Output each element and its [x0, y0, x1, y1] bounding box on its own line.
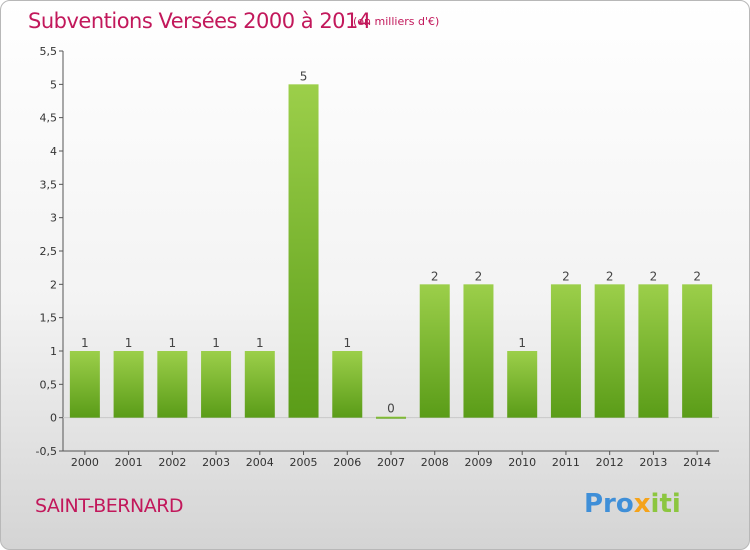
- y-tick-label: 5,5: [40, 45, 58, 58]
- bar: [244, 351, 275, 418]
- y-tick-label: 3,5: [40, 178, 58, 191]
- data-label: 1: [81, 336, 89, 350]
- brand-logo: Proxiti: [584, 489, 681, 519]
- commune-name: SAINT-BERNARD: [35, 495, 184, 517]
- bar: [419, 284, 450, 418]
- data-label: 2: [606, 269, 614, 283]
- brand-part-2: x: [633, 489, 651, 519]
- bar: [157, 351, 188, 418]
- x-tick-label: 2010: [508, 456, 536, 469]
- data-label: 2: [431, 269, 439, 283]
- data-label: 1: [125, 336, 133, 350]
- x-tick-label: 2000: [71, 456, 99, 469]
- data-label: 5: [300, 69, 308, 83]
- bar: [288, 84, 319, 418]
- data-label: 0: [387, 402, 395, 416]
- data-label: 1: [343, 336, 351, 350]
- y-tick-label: 0,5: [40, 378, 58, 391]
- bar: [638, 284, 669, 418]
- bar: [332, 351, 363, 418]
- data-label: 2: [650, 269, 658, 283]
- y-tick-label: 4,5: [40, 112, 58, 125]
- y-tick-label: 2: [50, 278, 57, 291]
- x-tick-label: 2005: [290, 456, 318, 469]
- data-label: 1: [256, 336, 264, 350]
- x-tick-label: 2011: [552, 456, 580, 469]
- y-tick-label: 4: [50, 145, 57, 158]
- y-tick-label: 5: [50, 78, 57, 91]
- data-label: 1: [169, 336, 177, 350]
- y-tick-label: 1: [50, 345, 57, 358]
- chart-subtitle: (en milliers d'€): [353, 15, 440, 28]
- x-tick-label: 2014: [683, 456, 711, 469]
- data-label: 2: [562, 269, 570, 283]
- bar: [201, 351, 232, 418]
- brand-part-3: iti: [650, 489, 681, 519]
- bar: [463, 284, 494, 418]
- x-tick-label: 2001: [115, 456, 143, 469]
- y-tick-label: 2,5: [40, 245, 58, 258]
- x-tick-label: 2003: [202, 456, 230, 469]
- bar: [113, 351, 144, 418]
- chart-title: Subventions Versées 2000 à 2014: [28, 9, 371, 33]
- data-label: 1: [518, 336, 526, 350]
- x-tick-label: 2002: [158, 456, 186, 469]
- x-tick-label: 2013: [639, 456, 667, 469]
- bar: [69, 351, 100, 418]
- x-tick-label: 2004: [246, 456, 274, 469]
- y-tick-label: 3: [50, 212, 57, 225]
- x-tick-label: 2008: [421, 456, 449, 469]
- data-label: 2: [475, 269, 483, 283]
- x-tick-label: 2006: [333, 456, 361, 469]
- bar: [594, 284, 625, 418]
- x-tick-label: 2007: [377, 456, 405, 469]
- bar: [682, 284, 713, 418]
- bar: [507, 351, 538, 418]
- bar: [376, 416, 406, 419]
- bar: [550, 284, 581, 418]
- x-tick-label: 2009: [464, 456, 492, 469]
- x-tick-label: 2012: [596, 456, 624, 469]
- data-label: 2: [693, 269, 701, 283]
- brand-part-1: Pro: [584, 489, 634, 519]
- y-tick-label: -0,5: [36, 445, 57, 458]
- data-label: 1: [212, 336, 220, 350]
- y-tick-label: 1,5: [40, 312, 58, 325]
- y-tick-label: 0: [50, 412, 57, 425]
